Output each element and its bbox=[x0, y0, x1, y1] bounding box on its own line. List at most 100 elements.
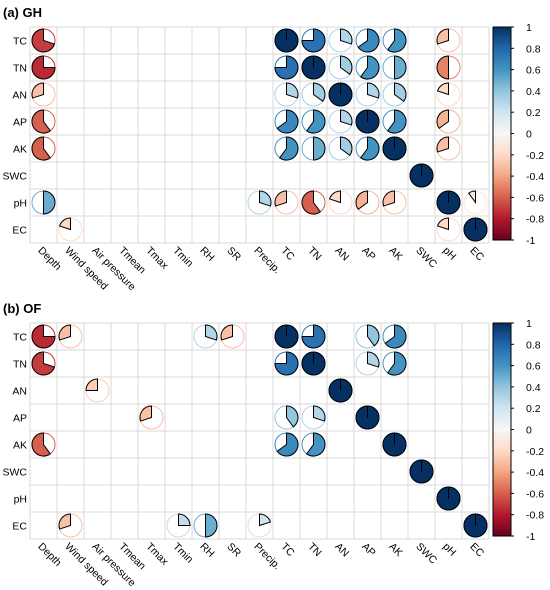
row-label-an: AN bbox=[12, 386, 27, 398]
pie-cell-ec-ec bbox=[463, 513, 488, 538]
row-label-swc: SWC bbox=[3, 171, 28, 183]
pie-sector bbox=[367, 324, 380, 347]
row-label-swc: SWC bbox=[3, 467, 28, 479]
pie-sector bbox=[58, 513, 71, 530]
pie-sector bbox=[340, 28, 353, 45]
pie-sector bbox=[436, 28, 449, 45]
pie-cell-tn-ph bbox=[436, 55, 461, 80]
pie-cell-ap-ph bbox=[436, 109, 461, 134]
pie-sector bbox=[276, 432, 299, 457]
column-label-ak: AK bbox=[386, 541, 404, 559]
pie-cell-ph-ec bbox=[463, 190, 488, 215]
colorbar-tick-label: 0.2 bbox=[526, 107, 541, 119]
column-label-swc: SWC bbox=[413, 541, 439, 567]
pie-sector bbox=[31, 55, 56, 80]
pie-cell-tc-tn bbox=[301, 324, 326, 349]
pie-sector bbox=[301, 28, 326, 53]
pie-sector bbox=[313, 82, 326, 102]
pie-cell-an-depth bbox=[31, 82, 56, 107]
pie-cell-tc-tn bbox=[301, 28, 326, 53]
row-label-ak: AK bbox=[13, 144, 27, 156]
pie-cell-ap-ak bbox=[382, 109, 407, 134]
pie-sector bbox=[367, 351, 380, 368]
pie-cell-tc-ak bbox=[382, 28, 407, 53]
column-label-depth: Depth bbox=[35, 245, 63, 273]
pie-cell-tn-tc bbox=[274, 351, 299, 376]
pie-sector bbox=[340, 136, 353, 156]
pie-sector bbox=[387, 109, 407, 134]
pie-cell-ak-ph bbox=[436, 136, 461, 161]
pie-cell-tc-sr bbox=[220, 324, 245, 349]
pie-cell-ec-ph bbox=[436, 217, 461, 242]
pie-cell-an-tn bbox=[301, 82, 326, 107]
pie-cell-ec-wind-speed bbox=[58, 513, 83, 538]
pie-cell-an-an bbox=[328, 82, 353, 107]
row-label-ak: AK bbox=[13, 440, 27, 452]
pie-cell-ph-precip bbox=[247, 190, 272, 215]
pie-cell-ph-ph bbox=[436, 486, 461, 511]
column-label-tmin: Tmin bbox=[170, 245, 195, 270]
pie-sector bbox=[301, 190, 321, 215]
panel-title: (a) GH bbox=[3, 5, 42, 20]
column-label-precip: Precip. bbox=[251, 245, 283, 277]
pie-cell-ap-ap bbox=[355, 109, 380, 134]
row-label-ph: pH bbox=[14, 198, 27, 210]
pie-sector bbox=[205, 324, 218, 341]
pie-sector bbox=[313, 136, 326, 161]
pie-cell-ph-tn bbox=[301, 190, 326, 215]
pie-cell-tc-ap bbox=[355, 28, 380, 53]
pie-cell-ec-ec bbox=[463, 217, 488, 242]
pie-cell-tc-ap bbox=[355, 324, 380, 349]
pie-sector bbox=[178, 513, 191, 526]
pie-cell-ec-rh bbox=[193, 513, 218, 538]
pie-sector bbox=[436, 82, 449, 96]
pie-sector bbox=[259, 190, 272, 207]
colorbar bbox=[492, 26, 512, 241]
row-label-tn: TN bbox=[13, 63, 27, 75]
pie-cell-an-tc bbox=[274, 82, 299, 107]
pie-cell-tc-depth bbox=[31, 324, 56, 349]
pie-cell-ap-tc bbox=[274, 405, 299, 430]
pie-sector bbox=[274, 190, 287, 207]
pie-sector bbox=[58, 324, 71, 341]
pie-cell-an-air-pressure bbox=[85, 378, 110, 403]
pie-sector bbox=[328, 190, 341, 204]
pie-sector bbox=[384, 324, 407, 349]
pie-sector bbox=[276, 109, 299, 134]
colorbar-tick-label: -0.4 bbox=[526, 171, 544, 183]
pie-cell-tn-depth bbox=[31, 351, 56, 376]
pie-sector bbox=[279, 136, 299, 161]
pie-sector bbox=[31, 351, 56, 376]
pie-cell-tc-tc bbox=[274, 28, 299, 53]
pie-sector bbox=[31, 432, 51, 457]
pie-cell-ak-tn bbox=[301, 432, 326, 457]
pie-cell-ap-ap bbox=[355, 405, 380, 430]
colorbar-tick-label: -0.4 bbox=[526, 467, 544, 479]
column-label-rh: RH bbox=[197, 541, 216, 560]
pie-sector bbox=[436, 136, 449, 153]
pie-cell-ap-tc bbox=[274, 109, 299, 134]
pie-cell-tn-tn bbox=[301, 351, 326, 376]
pie-sector bbox=[367, 82, 380, 99]
pie-cell-tc-rh bbox=[193, 324, 218, 349]
column-label-an: AN bbox=[332, 245, 351, 264]
row-label-ap: AP bbox=[13, 117, 27, 129]
colorbar-tick-label: 0.6 bbox=[526, 361, 541, 373]
pie-cell-ph-ak bbox=[382, 190, 407, 215]
pie-cell-ph-ap bbox=[355, 190, 380, 215]
column-label-swc: SWC bbox=[413, 245, 439, 271]
row-label-tc: TC bbox=[13, 332, 27, 344]
column-label-ph: pH bbox=[440, 245, 458, 263]
colorbar-tick-label: 0.6 bbox=[526, 65, 541, 77]
colorbar-tick-label: 0.4 bbox=[526, 382, 541, 394]
column-label-ap: AP bbox=[359, 245, 377, 263]
pie-sector bbox=[31, 109, 51, 134]
pie-sector bbox=[31, 324, 56, 349]
pie-sector bbox=[274, 55, 299, 80]
pie-sector bbox=[259, 513, 272, 527]
colorbar-tick-label: 0 bbox=[526, 129, 532, 141]
pie-cell-tn-depth bbox=[31, 55, 56, 80]
column-label-ec: EC bbox=[467, 245, 486, 264]
pie-sector bbox=[394, 82, 407, 102]
colorbar-tick-label: 0.8 bbox=[526, 43, 541, 55]
